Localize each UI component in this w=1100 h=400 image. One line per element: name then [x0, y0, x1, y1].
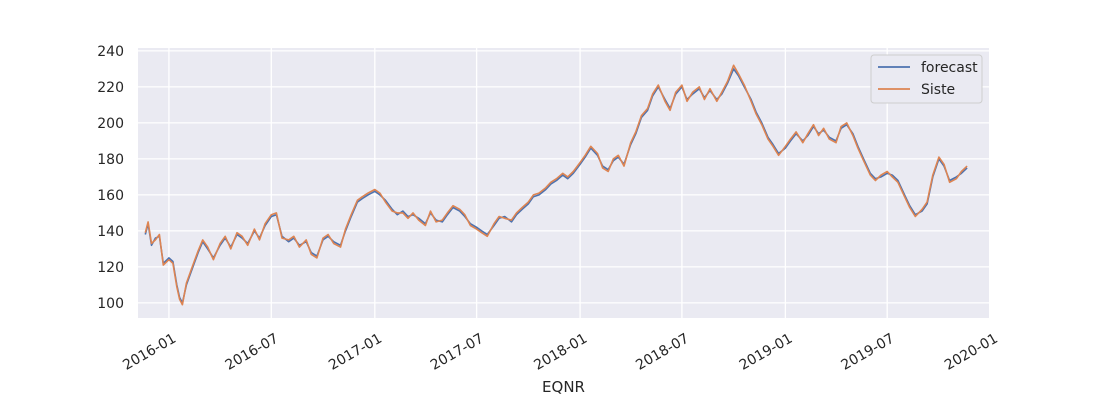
y-axis: 100 120 140 160 180 200 220 240 — [97, 44, 124, 312]
x-axis: 2016-01 2016-07 2017-01 2017-07 2018-01 2018-… — [120, 331, 1000, 374]
series-layer — [144, 64, 968, 306]
x-tick-label: 2017-07 — [428, 331, 487, 374]
x-tick-label: 2016-01 — [120, 331, 179, 374]
plot-area — [138, 48, 989, 318]
y-tick-label: 160 — [97, 188, 124, 204]
legend-label-forecast: forecast — [921, 60, 978, 76]
x-tick-label: 2020-01 — [942, 331, 1001, 374]
y-tick-label: 140 — [97, 224, 124, 240]
y-tick-label: 120 — [97, 260, 124, 276]
legend: forecast Siste — [870, 54, 983, 104]
x-axis-title: EQNR — [542, 378, 585, 396]
x-tick-label: 2018-07 — [633, 331, 692, 374]
y-tick-label: 200 — [97, 116, 124, 132]
y-tick-label: 100 — [97, 296, 124, 312]
x-tick-label: 2017-01 — [326, 331, 385, 374]
series-line-siste — [144, 64, 968, 306]
y-tick-label: 220 — [97, 80, 124, 96]
legend-label-siste: Siste — [921, 82, 955, 98]
x-tick-label: 2016-07 — [223, 331, 282, 374]
x-tick-label: 2019-07 — [839, 331, 898, 374]
x-tick-label: 2019-01 — [737, 331, 796, 374]
x-tick-label: 2018-01 — [531, 331, 590, 374]
y-tick-label: 180 — [97, 152, 124, 168]
y-tick-label: 240 — [97, 44, 124, 60]
